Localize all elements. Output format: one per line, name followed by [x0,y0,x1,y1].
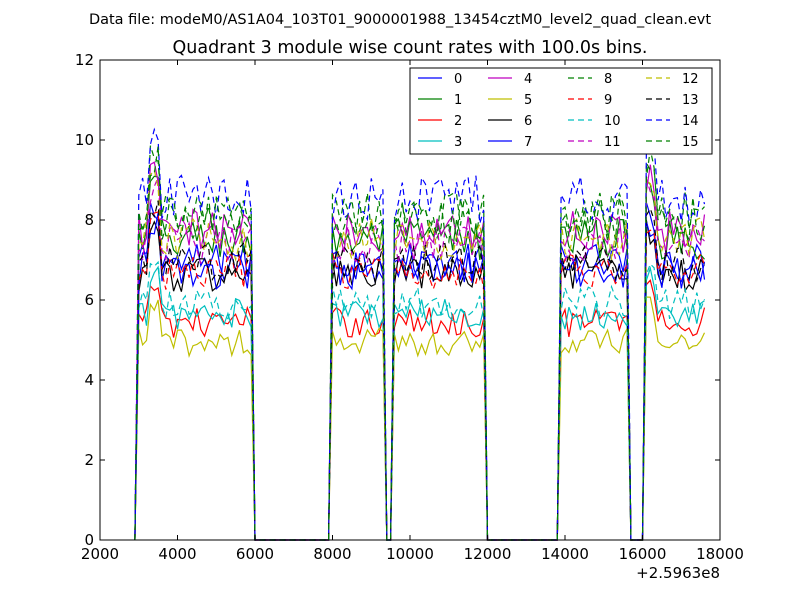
y-tick-label: 0 [84,531,94,549]
y-tick-label: 10 [75,131,94,149]
y-tick-label: 4 [84,371,94,389]
y-tick-label: 6 [84,291,94,309]
chart-title: Quadrant 3 module wise count rates with … [173,38,648,58]
y-tick-label: 8 [84,211,94,229]
x-tick-label: 18000 [696,545,744,563]
series-line-8 [134,145,705,541]
series-line-15 [134,146,706,541]
legend-label-9: 9 [604,93,612,108]
x-tick-label: 14000 [541,545,589,563]
legend-label-8: 8 [604,72,612,87]
legend-label-7: 7 [524,135,532,150]
series-line-7 [134,212,706,541]
series-line-11 [134,177,705,541]
legend-label-6: 6 [524,114,532,129]
series-line-3 [134,265,705,541]
legend-label-0: 0 [454,72,462,87]
series-line-9 [134,211,706,541]
series-line-6 [134,220,705,541]
x-tick-label: 16000 [619,545,667,563]
axis-ticks: 2000 4000 6000 8000 10000 12000 14000 16000 1800… [75,51,744,563]
x-tick-label: 2000 [81,545,119,563]
y-tick-label: 12 [75,51,94,69]
legend-box [409,67,713,155]
legend-label-11: 11 [604,135,621,150]
chart-suptitle: Data file: modeM0/AS1A04_103T01_90000019… [89,12,711,28]
x-tick-label: 6000 [236,545,274,563]
series-line-10 [134,260,706,541]
legend-label-12: 12 [682,72,699,87]
series-line-5 [134,296,706,541]
legend-label-3: 3 [454,135,462,150]
series-line-2 [134,279,706,541]
x-offset-label: +2.5963e8 [636,564,720,582]
x-tick-label: 10000 [386,545,434,563]
legend-label-5: 5 [524,93,532,108]
x-tick-label: 4000 [158,545,196,563]
x-tick-label: 12000 [464,545,512,563]
series-layer [134,127,706,541]
legend-label-2: 2 [454,114,462,129]
series-line-14 [134,127,706,541]
legend-label-1: 1 [454,93,462,108]
series-line-12 [134,168,706,541]
series-line-13 [134,200,705,541]
y-tick-label: 2 [84,451,94,469]
legend-label-15: 15 [682,135,699,150]
legend-label-14: 14 [682,114,699,129]
legend-label-4: 4 [524,72,532,87]
series-line-4 [134,161,706,541]
x-tick-label: 8000 [313,545,351,563]
legend-label-13: 13 [682,93,699,108]
legend-label-10: 10 [604,114,621,129]
